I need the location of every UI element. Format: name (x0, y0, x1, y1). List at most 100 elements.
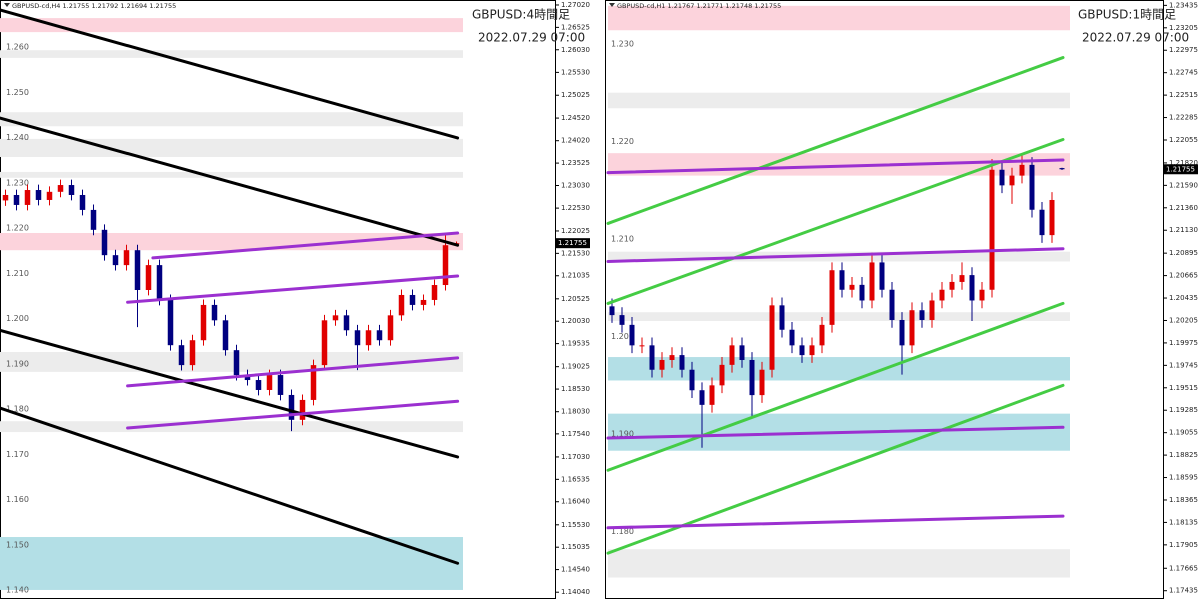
zone (0, 138, 463, 157)
candle-body (310, 365, 317, 400)
y-tick-label: 1.15530 (561, 521, 590, 529)
candle-body (769, 305, 775, 370)
candle-body (35, 190, 42, 200)
y-tick-label: 1.19285 (1169, 406, 1198, 414)
level-label: 1.200 (611, 332, 634, 341)
candle-body (919, 310, 925, 320)
y-tick-label: 1.19055 (1169, 429, 1198, 437)
candle-body (839, 270, 845, 290)
candle-body (244, 375, 251, 381)
trend-line (606, 247, 1065, 263)
zone (0, 232, 463, 251)
timeframe-label: GBPUSD:1時間足 (1078, 8, 1176, 22)
candle-body (255, 380, 262, 390)
zone (0, 421, 463, 433)
candle-body (24, 190, 31, 205)
level-label: 1.200 (6, 314, 29, 323)
zone (608, 312, 1070, 321)
candle-body (409, 294, 416, 305)
y-tick-label: 1.23435 (1169, 1, 1198, 9)
y-tick-label: 1.19515 (1169, 384, 1198, 392)
chart-header: GBPUSD-cd,H4 1.21755 1.21792 1.21694 1.2… (12, 2, 176, 10)
candle-body (343, 315, 350, 331)
level-label: 1.160 (6, 495, 29, 504)
chart-header: GBPUSD-cd,H1 1.21767 1.21771 1.21748 1.2… (617, 2, 781, 10)
y-tick-label: 1.18595 (1169, 474, 1198, 482)
y-tick-label: 1.18030 (561, 408, 590, 416)
candle-body (899, 319, 905, 346)
candle-body (354, 330, 361, 346)
candle-body (739, 345, 745, 360)
candle-body (134, 250, 141, 290)
zone (608, 251, 1070, 262)
candle-body (939, 289, 945, 301)
y-tick-label: 1.19025 (561, 363, 590, 371)
candle-body (365, 330, 372, 346)
zone (0, 50, 463, 58)
candle-body (909, 310, 915, 346)
y-tick-label: 1.16040 (561, 498, 590, 506)
candle-body (387, 315, 394, 341)
header-arrow (4, 3, 10, 7)
timeframe-label: GBPUSD:4時間足 (472, 8, 570, 22)
header-arrow (609, 3, 615, 7)
candle-body (779, 305, 785, 330)
trend-line (126, 399, 460, 430)
date-label: 2022.07.29 07:00 (478, 31, 585, 45)
candle-body (849, 284, 855, 290)
candle-body (156, 265, 163, 300)
trend-line (0, 8, 460, 140)
level-label: 1.230 (6, 178, 29, 187)
candle-body (90, 209, 97, 230)
candle-body (1049, 199, 1055, 236)
y-tick-label: 1.22975 (1169, 46, 1198, 54)
candle-body (189, 340, 196, 366)
candle-body (749, 359, 755, 396)
candle-body (200, 304, 207, 341)
y-tick-label: 1.21820 (1169, 159, 1198, 167)
candle-body (178, 345, 185, 366)
y-tick-label: 1.18365 (1169, 496, 1198, 504)
candle-body (431, 285, 438, 300)
date-label: 2022.07.29 07:00 (1082, 31, 1189, 45)
candle-body (123, 250, 130, 266)
y-tick-label: 1.14040 (561, 588, 590, 596)
level-label: 1.190 (611, 430, 634, 439)
candle-body (13, 194, 20, 205)
y-tick-label: 1.21035 (561, 272, 590, 280)
candle-body (2, 194, 9, 201)
y-tick-label: 1.24020 (561, 137, 590, 145)
candle-body (1019, 164, 1025, 176)
y-tick-label: 1.22745 (1169, 69, 1198, 77)
y-tick-label: 1.21590 (1169, 181, 1198, 189)
trend-line (126, 274, 460, 304)
candle-body (759, 369, 765, 396)
y-tick-label: 1.21530 (561, 249, 590, 257)
zone (0, 18, 463, 33)
plot-frame (0, 0, 556, 599)
candle-body (799, 345, 805, 356)
last-price-box (556, 238, 590, 249)
trend-line (606, 56, 1065, 225)
chart-panel: 1.260 1.250 1.240 1.230 1.220 1.210 1.200 1.190… (0, 0, 590, 599)
zone (608, 357, 1070, 381)
candle-body (233, 350, 240, 376)
y-tick-label: 1.25530 (561, 68, 590, 76)
level-label: 1.240 (6, 133, 29, 142)
candle-body (719, 364, 725, 386)
last-price-box (1164, 164, 1198, 175)
y-tick-label: 1.19975 (1169, 339, 1198, 347)
candle-body (969, 275, 975, 301)
level-label: 1.220 (611, 137, 634, 146)
candle-body (679, 355, 685, 370)
candle-body (68, 185, 75, 195)
candle-body (649, 345, 655, 370)
candle-body (889, 289, 895, 320)
last-price-label: 1.21755 (558, 239, 587, 247)
y-tick-label: 1.17435 (1169, 587, 1198, 595)
candle-body (879, 262, 885, 290)
plot-frame (605, 0, 1164, 599)
y-tick-label: 1.19535 (561, 340, 590, 348)
trend-line (606, 301, 1065, 472)
level-label: 1.260 (6, 43, 29, 52)
